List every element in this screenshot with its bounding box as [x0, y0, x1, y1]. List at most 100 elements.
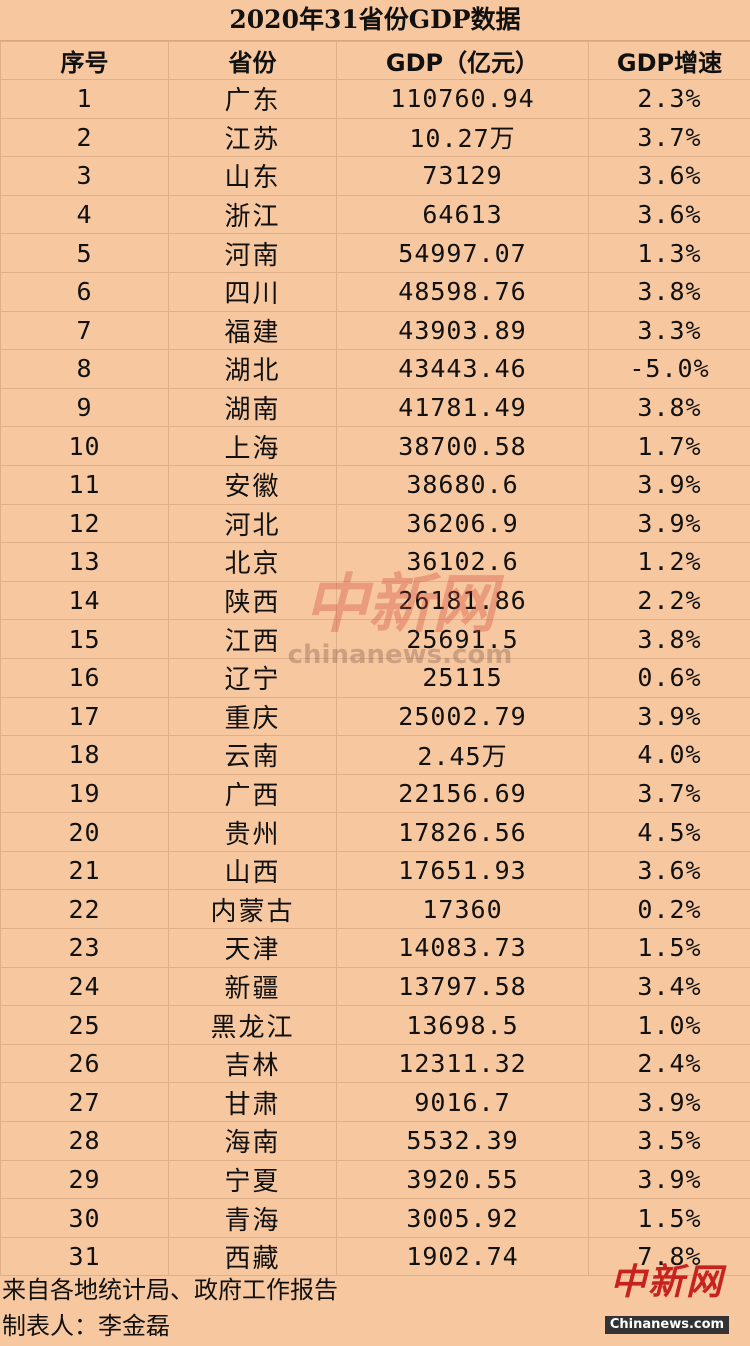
cell-gdp: 10.27万: [336, 117, 589, 158]
cell-rank: 17: [0, 696, 169, 737]
cell-gdp: 26181.86: [336, 580, 589, 621]
table-row: 21 山西 17651.93 3.6%: [0, 850, 750, 891]
cell-growth: 3.8%: [588, 619, 750, 659]
header-growth: GDP增速: [588, 41, 750, 80]
table-row: 30 青海 3005.92 1.5%: [0, 1198, 750, 1238]
cell-growth: 3.7%: [588, 117, 750, 158]
header-gdp: GDP（亿元）: [336, 41, 589, 80]
cell-province: 吉林: [168, 1043, 337, 1084]
table-row: 16 辽宁 25115 0.6%: [0, 657, 750, 698]
cell-province: 湖南: [168, 387, 337, 428]
cell-rank: 28: [0, 1121, 169, 1161]
cell-province: 云南: [168, 735, 337, 775]
cell-gdp: 25002.79: [336, 696, 589, 737]
cell-gdp: 48598.76: [336, 271, 589, 312]
cell-growth: 3.8%: [588, 271, 750, 312]
cell-gdp: 5532.39: [336, 1121, 589, 1161]
table-row: 8 湖北 43443.46 -5.0%: [0, 349, 750, 389]
table-row: 3 山东 73129 3.6%: [0, 156, 750, 196]
cell-growth: 3.5%: [588, 1121, 750, 1161]
cell-growth: 3.6%: [588, 156, 750, 196]
cell-gdp: 9016.7: [336, 1082, 589, 1123]
cell-gdp: 36206.9: [336, 503, 589, 544]
table-title: 2020年31省份GDP数据: [0, 0, 750, 41]
chinanews-logo: 中新网 Chinanews.com: [602, 1262, 732, 1338]
cell-growth: 3.6%: [588, 850, 750, 891]
cell-rank: 19: [0, 773, 169, 814]
cell-gdp: 25115: [336, 657, 589, 698]
table-row: 24 新疆 13797.58 3.4%: [0, 966, 750, 1007]
cell-rank: 8: [0, 349, 169, 389]
cell-gdp: 73129: [336, 156, 589, 196]
table-row: 6 四川 48598.76 3.8%: [0, 271, 750, 312]
cell-gdp: 14083.73: [336, 928, 589, 968]
cell-province: 重庆: [168, 696, 337, 737]
cell-gdp: 3005.92: [336, 1198, 589, 1238]
header-province: 省份: [168, 41, 337, 80]
cell-rank: 9: [0, 387, 169, 428]
cell-rank: 27: [0, 1082, 169, 1123]
cell-province: 河北: [168, 503, 337, 544]
cell-gdp: 17360: [336, 889, 589, 930]
cell-growth: 1.5%: [588, 1198, 750, 1238]
cell-rank: 20: [0, 812, 169, 852]
cell-province: 海南: [168, 1121, 337, 1161]
table-row: 10 上海 38700.58 1.7%: [0, 426, 750, 466]
cell-province: 新疆: [168, 966, 337, 1007]
cell-growth: 3.7%: [588, 773, 750, 814]
cell-province: 上海: [168, 426, 337, 466]
cell-gdp: 17651.93: [336, 850, 589, 891]
source-note: 来自各地统计局、政府工作报告: [2, 1276, 338, 1304]
cell-growth: 1.0%: [588, 1005, 750, 1045]
cell-rank: 10: [0, 426, 169, 466]
cell-rank: 6: [0, 271, 169, 312]
cell-rank: 7: [0, 310, 169, 351]
cell-rank: 3: [0, 156, 169, 196]
table-row: 15 江西 25691.5 3.8%: [0, 619, 750, 659]
table-row: 2 江苏 10.27万 3.7%: [0, 117, 750, 158]
cell-province: 西藏: [168, 1236, 337, 1277]
cell-growth: 3.9%: [588, 1159, 750, 1200]
cell-gdp: 43443.46: [336, 349, 589, 389]
cell-growth: 2.3%: [588, 79, 750, 119]
cell-province: 辽宁: [168, 657, 337, 698]
cell-rank: 4: [0, 194, 169, 235]
cell-growth: -5.0%: [588, 349, 750, 389]
cell-gdp: 12311.32: [336, 1043, 589, 1084]
cell-rank: 21: [0, 850, 169, 891]
table-row: 11 安徽 38680.6 3.9%: [0, 464, 750, 505]
cell-rank: 31: [0, 1236, 169, 1277]
cell-gdp: 38700.58: [336, 426, 589, 466]
cell-rank: 11: [0, 464, 169, 505]
cell-growth: 1.3%: [588, 233, 750, 273]
cell-rank: 2: [0, 117, 169, 158]
cell-gdp: 41781.49: [336, 387, 589, 428]
table-row: 14 陕西 26181.86 2.2%: [0, 580, 750, 621]
cell-province: 天津: [168, 928, 337, 968]
cell-rank: 25: [0, 1005, 169, 1045]
cell-gdp: 13698.5: [336, 1005, 589, 1045]
table-row: 20 贵州 17826.56 4.5%: [0, 812, 750, 852]
table-row: 29 宁夏 3920.55 3.9%: [0, 1159, 750, 1200]
cell-province: 河南: [168, 233, 337, 273]
cell-growth: 0.2%: [588, 889, 750, 930]
cell-rank: 22: [0, 889, 169, 930]
table-row: 1 广东 110760.94 2.3%: [0, 79, 750, 119]
cell-gdp: 1902.74: [336, 1236, 589, 1277]
footer: 来自各地统计局、政府工作报告 制表人：李金磊 中新网 Chinanews.com: [0, 1262, 750, 1346]
gdp-table: 序号 省份 GDP（亿元） GDP增速 1 广东 110760.94 2.3% 2 江苏 1…: [0, 41, 750, 1277]
cell-gdp: 3920.55: [336, 1159, 589, 1200]
cell-province: 安徽: [168, 464, 337, 505]
cell-gdp: 13797.58: [336, 966, 589, 1007]
logo-mark: 中新网: [609, 1261, 724, 1303]
table-body: 1 广东 110760.94 2.3% 2 江苏 10.27万 3.7% 3 山东 73129 3.6…: [0, 79, 750, 1277]
cell-growth: 2.2%: [588, 580, 750, 621]
cell-rank: 5: [0, 233, 169, 273]
cell-province: 山东: [168, 156, 337, 196]
cell-province: 内蒙古: [168, 889, 337, 930]
table-row: 5 河南 54997.07 1.3%: [0, 233, 750, 273]
cell-province: 湖北: [168, 349, 337, 389]
author-note: 制表人：李金磊: [2, 1312, 170, 1340]
table-row: 7 福建 43903.89 3.3%: [0, 310, 750, 351]
cell-gdp: 36102.6: [336, 542, 589, 582]
